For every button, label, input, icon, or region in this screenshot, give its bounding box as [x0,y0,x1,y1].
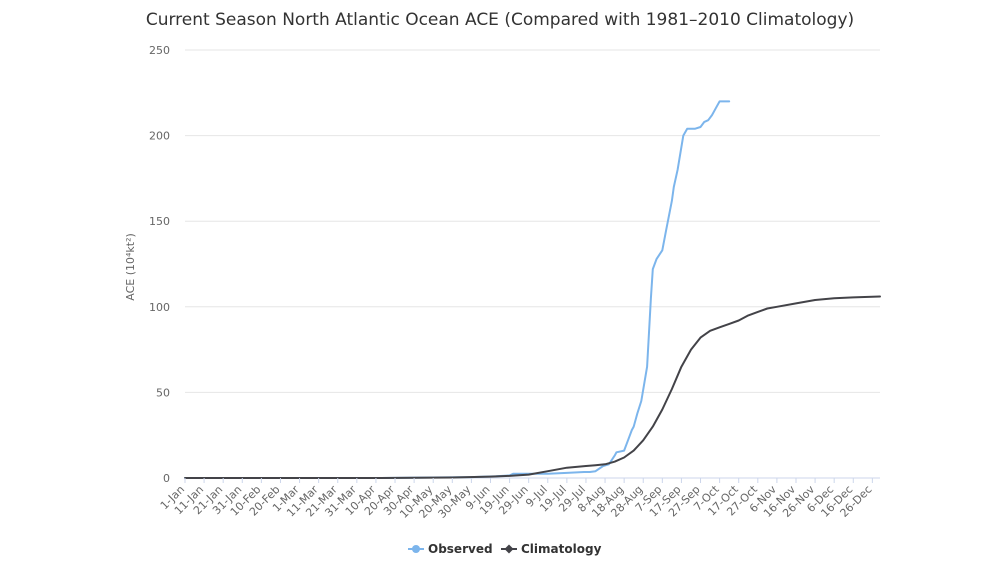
legend-item-climatology[interactable]: Climatology [501,542,602,556]
series-line-climatology[interactable] [184,295,881,479]
legend-item-observed[interactable]: Observed [408,542,493,556]
y-tick-label: 250 [149,44,170,57]
y-axis-ticks: 0 50 100 150 200 250 [149,44,170,485]
grid-lines [185,49,880,479]
legend-diamond-marker [504,544,514,554]
legend-label: Observed [428,542,493,556]
y-axis-title: ACE (10⁴kt²) [124,233,137,301]
legend-label: Climatology [521,542,602,556]
chart-title: Current Season North Atlantic Ocean ACE … [146,10,854,30]
y-tick-label: 0 [163,472,170,485]
y-tick-label: 150 [149,215,170,228]
legend-circle-marker [412,545,420,553]
y-tick-label: 50 [156,386,170,399]
series-lines [184,100,881,479]
y-tick-label: 200 [149,130,170,143]
y-tick-label: 100 [149,301,170,314]
x-axis-ticks: 1-Jan11-Jan21-Jan31-Jan10-Feb20-Feb1-Mar… [158,478,874,521]
legend[interactable]: Observed Climatology [408,542,602,556]
series-line-observed[interactable] [184,100,731,479]
